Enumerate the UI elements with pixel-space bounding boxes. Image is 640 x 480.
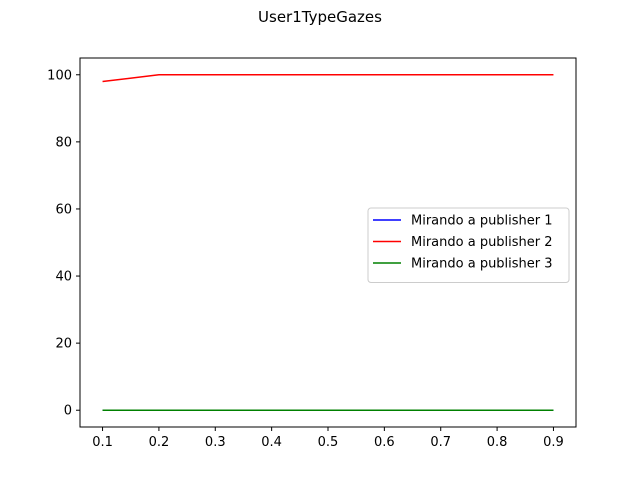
legend-label-2: Mirando a publisher 2 (411, 235, 553, 250)
series-layer (102, 74, 554, 411)
y-axis: 0 20 40 60 80 100 (47, 68, 80, 419)
legend-label-3: Mirando a publisher 3 (411, 257, 553, 272)
y-tick-label: 20 (55, 337, 72, 352)
x-tick-label: 0.5 (318, 435, 339, 450)
x-tick-label: 0.8 (487, 435, 508, 450)
y-tick-label: 60 (55, 202, 72, 217)
x-tick-label: 0.9 (543, 435, 564, 450)
y-tick-label: 40 (55, 270, 72, 285)
x-tick-label: 0.6 (374, 435, 395, 450)
legend-box (367, 207, 570, 283)
series-line-2 (102, 74, 554, 83)
legend: Mirando a publisher 1 Mirando a publisher… (367, 207, 570, 283)
y-tick-label: 100 (47, 68, 72, 83)
x-axis: 0.1 0.2 0.3 0.4 0.5 0.6 0.7 0.8 0.9 (92, 427, 564, 450)
x-tick-label: 0.2 (149, 435, 170, 450)
y-tick-label: 0 (64, 404, 72, 419)
x-tick-label: 0.3 (205, 435, 226, 450)
y-tick-label: 80 (55, 135, 72, 150)
chart-title: User1TypeGazes (258, 8, 382, 26)
x-tick-label: 0.1 (92, 435, 113, 450)
x-tick-label: 0.7 (430, 435, 451, 450)
x-tick-label: 0.4 (261, 435, 282, 450)
legend-label-1: Mirando a publisher 1 (411, 214, 553, 229)
